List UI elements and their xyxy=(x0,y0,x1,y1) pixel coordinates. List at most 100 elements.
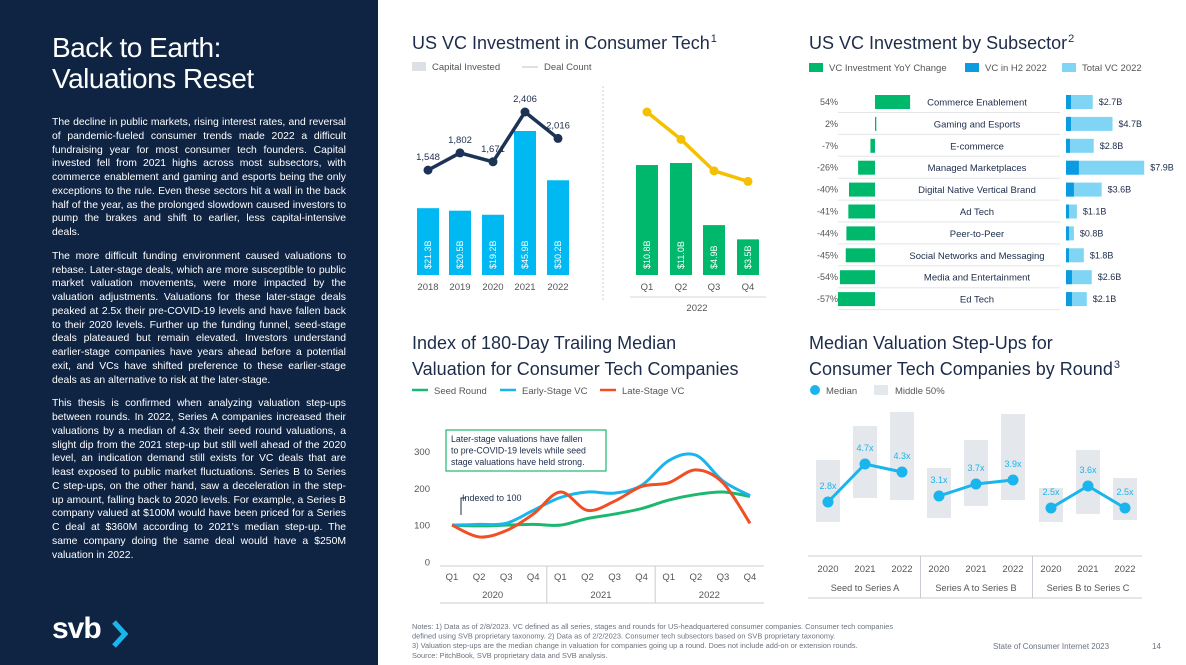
median-point xyxy=(859,458,871,470)
x-tick-label: 2022 xyxy=(891,564,912,575)
legend-label: Middle 50% xyxy=(895,386,945,397)
bar xyxy=(1066,226,1069,241)
bar xyxy=(845,248,875,263)
bar xyxy=(417,208,439,275)
point-label: 4.7x xyxy=(856,443,874,453)
bar xyxy=(1066,95,1093,109)
bar xyxy=(1066,292,1072,307)
annotation-box xyxy=(445,429,607,472)
category-label: Peer-to-Peer xyxy=(950,229,1004,240)
point-label: 2,016 xyxy=(546,120,570,131)
y-tick-label: 100 xyxy=(414,521,430,532)
range-box xyxy=(1113,478,1137,520)
bar xyxy=(636,165,658,275)
bar xyxy=(1066,204,1077,219)
x-tick-label: Q4 xyxy=(527,572,540,583)
bar-label: $2.8B xyxy=(1100,141,1124,151)
point-label: 1,671 xyxy=(481,144,505,155)
bar xyxy=(870,138,875,153)
publication-name: State of Consumer Internet 2023 xyxy=(993,642,1110,651)
bar-label: -54% xyxy=(817,272,838,282)
page-number: 14 xyxy=(1152,642,1161,651)
bar xyxy=(1066,116,1071,131)
x-tick-label: 2020 xyxy=(482,282,503,293)
x-tick-label: 2021 xyxy=(965,564,986,575)
bar-label: $11.0B xyxy=(676,241,686,269)
median-point xyxy=(1119,502,1131,514)
bar-label: -45% xyxy=(817,250,838,260)
x-group-label: 2020 xyxy=(482,590,503,601)
footnote: Source: PitchBook, SVB proprietary data … xyxy=(412,651,608,660)
bar-label: $4.9B xyxy=(709,245,719,269)
footnote: Notes: 1) Data as of 2/8/2023. VC define… xyxy=(412,622,893,631)
category-label: Gaming and Esports xyxy=(934,119,1021,130)
point-label: 2.5x xyxy=(1116,487,1134,497)
legend-label: VC Investment YoY Change xyxy=(829,63,947,74)
bar xyxy=(1066,204,1069,219)
footnote: defined using SVB proprietary taxonomy. … xyxy=(412,632,835,641)
title-superscript: 2 xyxy=(1068,33,1074,45)
bar-label: -41% xyxy=(817,207,838,217)
category-label: Media and Entertainment xyxy=(924,273,1031,284)
point-label: 2.8x xyxy=(819,481,837,491)
bar-label: $1.8B xyxy=(1090,250,1114,260)
bar xyxy=(849,182,875,197)
point xyxy=(676,134,686,144)
x-tick-label: 2021 xyxy=(514,282,535,293)
chart-title: US VC Investment by Subsector xyxy=(809,33,1067,53)
category-label: E-commerce xyxy=(950,141,1004,152)
legend-swatch xyxy=(810,385,820,395)
x-tick-label: Q3 xyxy=(608,572,621,583)
point xyxy=(488,157,498,167)
x-group-label: 2021 xyxy=(590,590,611,601)
point-label: 2,406 xyxy=(513,94,537,105)
logo-chevron xyxy=(112,620,128,648)
point-label: 2.5x xyxy=(1042,487,1060,497)
range-box xyxy=(816,460,840,522)
bar xyxy=(1066,248,1084,263)
bar xyxy=(514,131,536,275)
x-tick-label: Q1 xyxy=(446,572,459,583)
bar xyxy=(848,204,875,219)
point-label: 1,802 xyxy=(448,135,472,146)
bar-label: 2% xyxy=(825,119,838,129)
bar xyxy=(1066,226,1074,241)
bar-label: $3.6B xyxy=(1108,185,1132,195)
legend-label: Early-Stage VC xyxy=(522,386,588,397)
chart-title: Index of 180-Day Trailing Median xyxy=(412,333,676,353)
bar xyxy=(1066,160,1079,175)
legend-swatch xyxy=(874,385,888,395)
bar xyxy=(1066,270,1072,285)
x-tick-label: Q1 xyxy=(641,282,654,293)
x-tick-label: Q4 xyxy=(635,572,648,583)
annotation: stage valuations have held strong. xyxy=(451,457,585,467)
bar xyxy=(1066,182,1074,197)
chevron xyxy=(112,620,128,648)
range-box xyxy=(1001,414,1025,500)
annotation: Indexed to 100 xyxy=(462,493,522,503)
legend-swatch xyxy=(1062,63,1076,72)
title-line: Back to Earth: xyxy=(52,32,221,63)
bar xyxy=(703,225,725,275)
bar xyxy=(449,210,471,275)
bar xyxy=(839,270,875,285)
point xyxy=(520,107,530,117)
x-group-label: Series B to Series C xyxy=(1047,583,1130,593)
median-point xyxy=(1007,474,1019,486)
y-tick-label: 0 xyxy=(425,558,430,569)
bar-label: $10.8B xyxy=(642,240,652,269)
x-tick-label: 2021 xyxy=(1077,564,1098,575)
bar-label: $19.2B xyxy=(488,240,498,269)
bar-label: -26% xyxy=(817,163,838,173)
median-point xyxy=(1082,480,1094,492)
bar xyxy=(1066,160,1145,175)
x-group-label: Series A to Series B xyxy=(935,583,1016,593)
legend-label: Median xyxy=(826,386,857,397)
sidebar-title: Back to Earth: Valuations Reset xyxy=(52,32,254,94)
bar-label: $2.6B xyxy=(1098,272,1122,282)
point-label: 3.7x xyxy=(967,463,985,473)
x-tick-label: Q3 xyxy=(500,572,513,583)
bar-label: $21.3B xyxy=(423,240,433,269)
x-tick-label: Q4 xyxy=(744,572,757,583)
